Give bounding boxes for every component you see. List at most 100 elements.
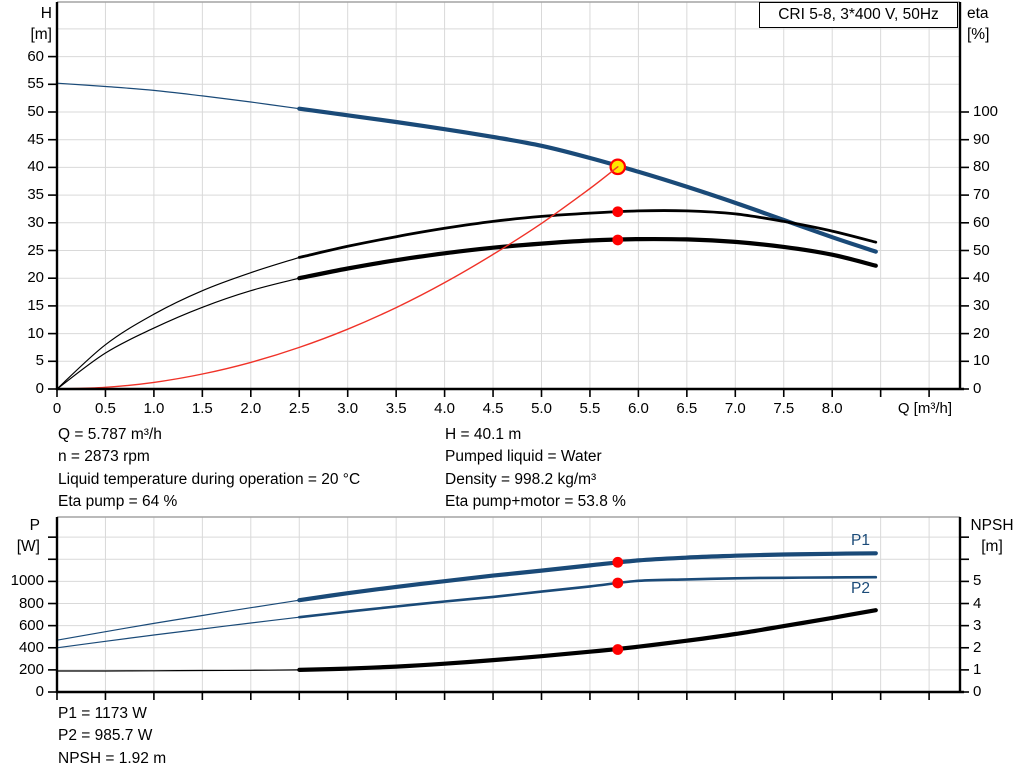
eta-pump-curve <box>297 209 878 259</box>
info-flow: Q = 5.787 m³/h <box>58 426 162 443</box>
eta-pump-point-marker <box>612 206 624 218</box>
P1-curve <box>297 551 878 603</box>
npsh-axis-symbol: NPSH <box>970 517 1014 534</box>
head-axis-unit: [m] <box>30 26 52 43</box>
tick-label: 1000 <box>10 572 44 590</box>
pump-curve-H-Q <box>297 106 878 254</box>
eta-axis-symbol: eta <box>967 5 989 22</box>
tick-label: 45 <box>27 130 44 148</box>
tick-label: 40 <box>27 158 44 176</box>
eta-axis-unit: [%] <box>967 26 990 43</box>
tick-label: 50 <box>27 103 44 120</box>
tick-label: 3.5 <box>385 400 407 417</box>
tick-label: 4.0 <box>434 400 456 417</box>
npsh-axis-unit: [m] <box>981 538 1003 555</box>
tick-label: 20 <box>973 324 990 342</box>
tick-label: 3 <box>973 616 982 634</box>
tick-label: 30 <box>27 213 44 231</box>
tick-label: 0 <box>52 400 62 417</box>
tick-label: 800 <box>18 594 44 612</box>
tick-label: 3.0 <box>337 400 359 417</box>
p2-curve-label: P2 <box>851 580 870 597</box>
tick-label: 80 <box>973 158 990 176</box>
power-axis-unit: [W] <box>16 538 40 555</box>
tick-label: 30 <box>973 296 990 314</box>
tick-label: 90 <box>973 130 990 148</box>
P2-curve <box>298 575 878 619</box>
tick-label: 6.0 <box>627 400 649 417</box>
tick-label: 60 <box>973 213 990 231</box>
tick-label: 2 <box>973 638 982 656</box>
tick-label: 5 <box>973 572 982 590</box>
flow-axis-label: Q [m³/h] <box>897 400 952 417</box>
tick-label: 5 <box>35 352 44 370</box>
head-axis-title: H [m] <box>8 3 52 45</box>
tick-label: 60 <box>27 47 44 65</box>
tick-label: 55 <box>27 75 44 93</box>
tick-label: 0.5 <box>95 400 116 417</box>
power-axis-title: P [W] <box>0 515 40 557</box>
tick-label: 100 <box>973 103 999 120</box>
tick-label: 5.0 <box>531 400 552 417</box>
duty-info-left: Q = 5.787 m³/h n = 2873 rpm Liquid tempe… <box>58 424 360 514</box>
tick-label: 2.0 <box>240 400 262 417</box>
eta-pump-motor-curve <box>297 236 878 281</box>
info-eta-pump: Eta pump = 64 % <box>58 493 178 511</box>
tick-label: 25 <box>27 241 44 259</box>
NPSH-curve-thin <box>56 669 300 672</box>
P1-curve-thin <box>56 599 300 641</box>
tick-label: 0 <box>35 683 44 700</box>
head-axis-symbol: H <box>40 5 52 22</box>
P2-curve-thin <box>56 616 300 649</box>
tick-label: 2.5 <box>288 400 310 417</box>
tick-label: 6.5 <box>676 400 698 417</box>
info-npsh: NPSH = 1.92 m <box>58 749 167 767</box>
eta-pump-motor-curve-thin <box>56 277 300 390</box>
tick-label: 8.0 <box>821 400 843 417</box>
duty-info-right: H = 40.1 m Pumped liquid = Water Density… <box>445 424 626 514</box>
p1-curve-label: P1 <box>851 532 870 549</box>
tick-label: 10 <box>973 352 990 370</box>
tick-label: 10 <box>27 324 44 342</box>
tick-label: 7.5 <box>773 400 795 417</box>
tick-label: 40 <box>973 269 990 287</box>
NPSH-curve <box>297 608 878 672</box>
info-p2: P2 = 985.7 W <box>58 727 153 745</box>
tick-label: 0 <box>35 380 44 397</box>
tick-label: 15 <box>27 296 44 314</box>
tick-label: 400 <box>18 638 44 656</box>
tick-label: 35 <box>27 186 44 204</box>
tick-label: 50 <box>973 241 990 259</box>
info-liquid-temperature: Liquid temperature during operation = 20… <box>58 470 361 488</box>
info-speed: n = 2873 rpm <box>58 448 150 466</box>
info-density: Density = 998.2 kg/m³ <box>445 470 597 488</box>
eta-pump-motor-point-marker <box>612 234 624 246</box>
tick-label: 0 <box>973 683 982 700</box>
tick-label: 0 <box>973 380 982 397</box>
tick-label: 1.5 <box>191 400 213 417</box>
system-curve <box>56 166 619 390</box>
info-p1: P1 = 1173 W <box>58 705 147 722</box>
pump-curve-H-Q-thin <box>56 82 300 110</box>
eta-pump-curve-thin <box>56 256 300 390</box>
duty-info-bottom: P1 = 1173 W P2 = 985.7 W NPSH = 1.92 m <box>58 703 166 770</box>
npsh-axis-title: NPSH [m] <box>962 515 1022 557</box>
eta-axis-title: eta [%] <box>967 3 989 45</box>
info-eta-pump-motor: Eta pump+motor = 53.8 % <box>445 493 626 511</box>
tick-label: 20 <box>27 269 44 287</box>
P1-point-marker <box>612 556 624 568</box>
tick-label: 5.5 <box>579 400 601 417</box>
tick-label: 70 <box>973 186 990 204</box>
tick-label: 200 <box>18 660 44 678</box>
tick-label: 1.0 <box>143 400 165 417</box>
power-axis-symbol: P <box>29 517 40 534</box>
pump-title: CRI 5-8, 3*400 V, 50Hz <box>778 6 939 23</box>
tick-label: 7.0 <box>724 400 746 417</box>
tick-label: 4.5 <box>482 400 504 417</box>
NPSH-point-marker <box>612 644 624 655</box>
tick-label: 4 <box>973 594 982 612</box>
tick-label: 1 <box>973 660 982 678</box>
P2-point-marker <box>612 577 624 589</box>
